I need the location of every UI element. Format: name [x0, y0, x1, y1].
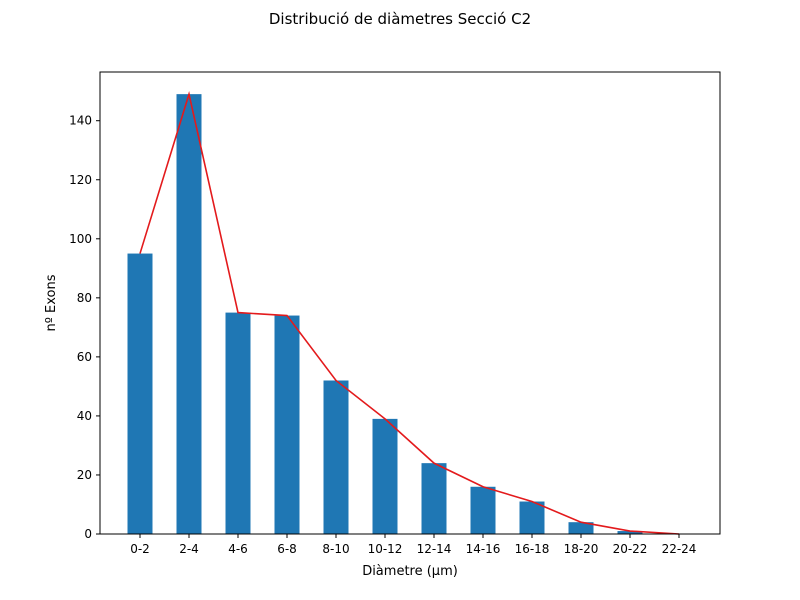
bars-group: [127, 94, 643, 535]
chart-title: Distribució de diàmetres Secció C2: [269, 10, 531, 28]
bar-14-16: [470, 486, 496, 534]
x-axis-label: Diàmetre (µm): [362, 564, 458, 579]
x-tick-label: 4-6: [228, 542, 248, 556]
x-tick-label: 8-10: [322, 542, 349, 556]
bar-2-4: [176, 94, 202, 535]
x-tick-label: 12-14: [417, 542, 452, 556]
y-tick-label: 20: [77, 468, 92, 482]
bar-0-2: [127, 253, 153, 534]
bar-10-12: [372, 418, 398, 534]
y-tick-label: 0: [84, 527, 92, 541]
trend-line: [139, 91, 680, 535]
x-tick-label: 20-22: [613, 542, 648, 556]
x-tick-label: 14-16: [466, 542, 501, 556]
y-tick-label: 140: [69, 114, 92, 128]
bar-12-14: [421, 463, 447, 534]
trend-line-group: [139, 91, 680, 535]
y-tick-label: 60: [77, 350, 92, 364]
y-tick-label: 40: [77, 409, 92, 423]
y-tick-label: 80: [77, 291, 92, 305]
y-axis: 0 20 40 60 80 100 120 140: [69, 114, 100, 541]
x-tick-label: 22-24: [662, 542, 697, 556]
x-tick-label: 16-18: [515, 542, 550, 556]
bar-18-20: [568, 522, 594, 534]
x-tick-label: 2-4: [179, 542, 199, 556]
x-tick-label: 6-8: [277, 542, 297, 556]
bar-4-6: [225, 312, 251, 534]
y-tick-label: 120: [69, 173, 92, 187]
y-tick-label: 100: [69, 232, 92, 246]
bar-6-8: [274, 315, 300, 534]
plot-frame: [99, 71, 721, 535]
bar-20-22: [617, 531, 643, 534]
x-tick-label: 0-2: [130, 542, 150, 556]
y-axis-label: nº Exons: [44, 274, 59, 331]
bar-8-10: [323, 380, 349, 534]
x-tick-label: 10-12: [368, 542, 403, 556]
x-axis: 0-2 2-4 4-6 6-8 8-10 10-12 12-14 14-16 16-18 18-2…: [130, 534, 696, 556]
bar-16-18: [519, 501, 545, 534]
x-tick-label: 18-20: [564, 542, 599, 556]
